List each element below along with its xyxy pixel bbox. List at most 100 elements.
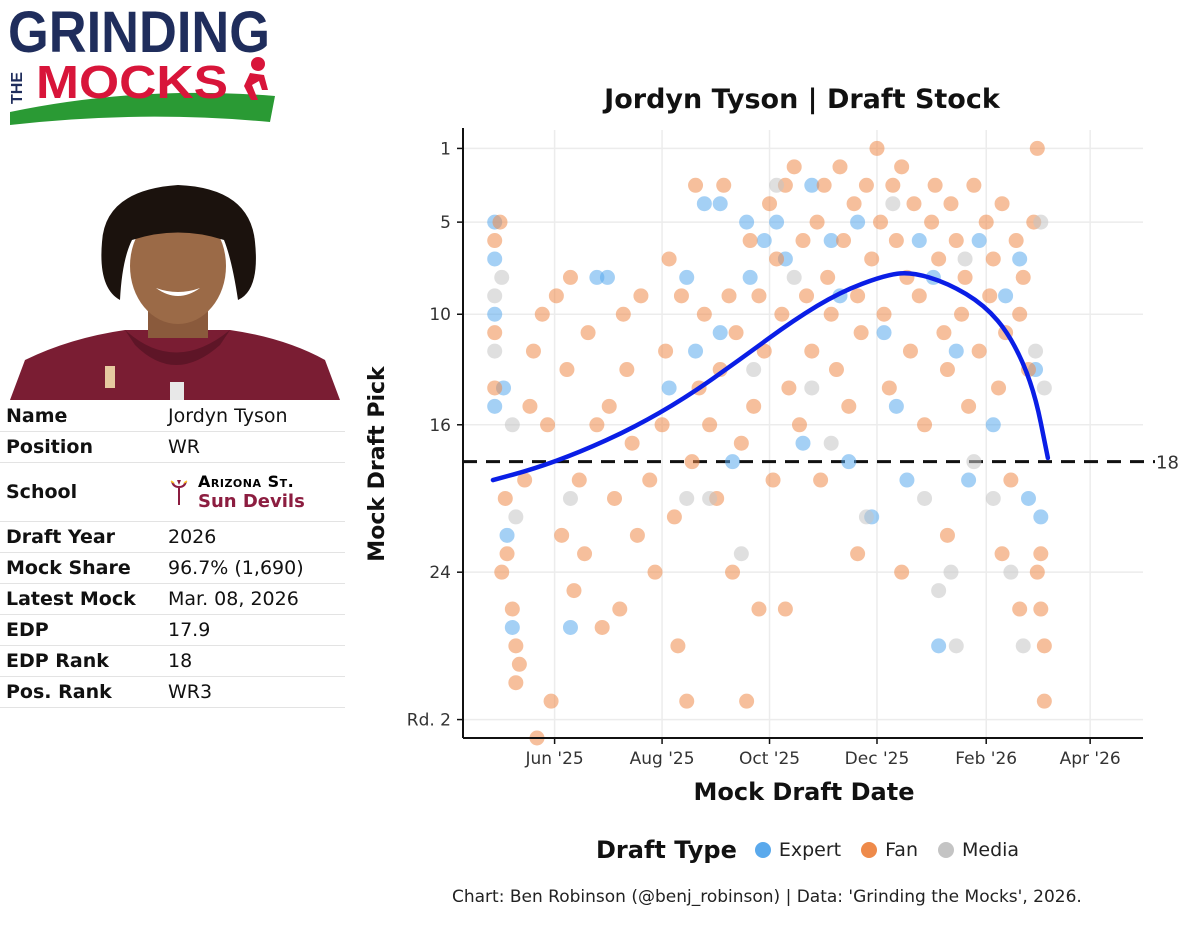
reference-line: 18	[463, 453, 1179, 474]
point-fan	[594, 619, 610, 635]
point-expert	[850, 214, 866, 230]
point-expert	[712, 196, 728, 212]
point-fan	[791, 417, 807, 433]
info-value: WR3	[162, 676, 345, 708]
point-expert	[499, 527, 515, 543]
point-fan	[885, 177, 901, 193]
point-fan	[762, 196, 778, 212]
point-expert	[725, 454, 741, 470]
point-media	[504, 417, 520, 433]
point-fan	[1036, 638, 1052, 654]
point-fan	[679, 693, 695, 709]
legend-label-expert: Expert	[778, 839, 842, 861]
point-media	[1028, 343, 1044, 359]
logo-line3: MOCKS	[36, 56, 228, 108]
point-media	[858, 509, 874, 525]
info-label: Position	[0, 431, 162, 463]
point-fan	[799, 288, 815, 304]
logo-line1: GRINDING	[8, 0, 270, 65]
point-media	[494, 269, 510, 285]
point-fan	[751, 601, 767, 617]
legend-swatch-fan	[861, 842, 878, 858]
point-media	[702, 490, 718, 506]
point-expert	[742, 269, 758, 285]
point-expert	[911, 233, 927, 249]
point-fan	[633, 288, 649, 304]
point-fan	[876, 306, 892, 322]
point-media	[885, 196, 901, 212]
point-expert	[679, 269, 695, 285]
point-fan	[751, 288, 767, 304]
point-fan	[543, 693, 559, 709]
point-media	[487, 343, 503, 359]
point-fan	[487, 380, 503, 396]
point-fan	[559, 362, 575, 378]
point-fan	[1029, 140, 1045, 156]
point-fan	[809, 214, 825, 230]
info-value: WR	[162, 431, 345, 463]
point-fan	[487, 233, 503, 249]
point-expert	[696, 196, 712, 212]
point-fan	[508, 638, 524, 654]
point-fan	[540, 417, 556, 433]
point-expert	[1020, 490, 1036, 506]
point-expert	[1033, 509, 1049, 525]
point-expert	[971, 233, 987, 249]
y-tick-label: 10	[429, 305, 451, 325]
point-fan	[850, 288, 866, 304]
point-fan	[991, 380, 1007, 396]
point-fan	[1003, 472, 1019, 488]
point-fan	[562, 269, 578, 285]
point-media	[943, 564, 959, 580]
point-expert	[985, 417, 1001, 433]
point-fan	[647, 564, 663, 580]
point-fan	[725, 564, 741, 580]
point-expert	[562, 619, 578, 635]
point-fan	[774, 306, 790, 322]
point-media	[562, 490, 578, 506]
x-tick-labels: Jun '25 Aug '25 Oct '25 Dec '25 Feb '26 Apr '…	[524, 738, 1121, 769]
point-fan	[1029, 564, 1045, 580]
x-tick-label: Oct '25	[739, 749, 800, 769]
point-expert	[487, 306, 503, 322]
point-expert	[804, 177, 820, 193]
point-fan	[786, 159, 802, 175]
point-fan	[619, 362, 635, 378]
info-label: Latest Mock	[0, 583, 162, 615]
info-row: EDP Rank 18	[0, 645, 345, 677]
y-tick-label: 24	[429, 563, 451, 583]
point-fan	[873, 214, 889, 230]
point-fan	[994, 196, 1010, 212]
point-fan	[943, 196, 959, 212]
point-fan	[846, 196, 862, 212]
x-tick-label: Jun '25	[524, 749, 583, 769]
point-fan	[820, 269, 836, 285]
point-fan	[728, 325, 744, 341]
point-fan	[688, 177, 704, 193]
point-fan	[1036, 693, 1052, 709]
point-media	[1015, 638, 1031, 654]
point-expert	[998, 288, 1014, 304]
point-fan	[994, 546, 1010, 562]
legend-item-media: Media	[938, 839, 1019, 861]
point-fan	[494, 564, 510, 580]
point-fan	[661, 251, 677, 267]
point-expert	[487, 398, 503, 414]
x-axis-label: Mock Draft Date	[693, 778, 914, 806]
point-fan	[902, 343, 918, 359]
school-block: Arizona St. Sun Devils	[168, 472, 339, 512]
point-fan	[702, 417, 718, 433]
point-fan	[924, 214, 940, 230]
point-fan	[823, 306, 839, 322]
point-fan	[658, 343, 674, 359]
info-label: Name	[0, 401, 162, 432]
y-tick-label: Rd. 2	[407, 711, 451, 731]
point-fan	[642, 472, 658, 488]
point-fan	[1012, 306, 1028, 322]
point-fan	[517, 472, 533, 488]
point-fan	[888, 233, 904, 249]
point-fan	[508, 675, 524, 691]
player-info-table: Name Jordyn Tyson Position WR School Arizona …	[0, 401, 345, 708]
point-media	[966, 454, 982, 470]
point-expert	[487, 251, 503, 267]
